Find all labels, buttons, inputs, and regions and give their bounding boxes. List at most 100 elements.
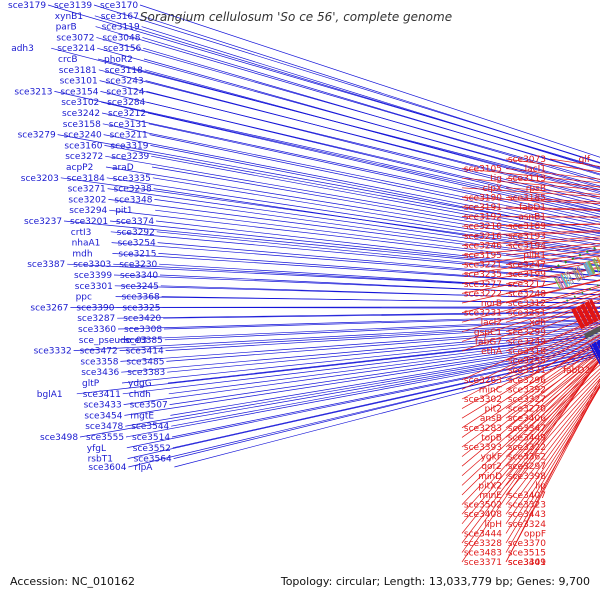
right-gene-label: xdh [529,318,546,328]
right-connector [505,368,600,457]
left-gene-label: sce3564 [134,455,172,465]
right-gene-label: sce3195 [464,251,502,261]
left-connector [109,220,600,272]
right-connector [505,350,600,419]
left-connector [60,177,600,254]
left-gene-label: sce3271 [68,185,106,195]
right-gene-label: sce3322 [508,443,546,453]
left-gene-label: sce3383 [127,368,165,378]
right-connector [505,386,600,534]
right-gene-label: sce3248 [508,289,546,299]
right-gene-label: sce3483 [464,549,502,559]
feature-tick [571,268,579,282]
feature-tick [587,261,595,275]
left-gene-label: sce3211 [110,131,148,141]
gene-block [589,299,600,321]
right-connector [461,273,600,304]
left-gene-label: sce3498 [40,433,78,443]
left-gene-label: sce3240 [64,131,102,141]
right-gene-label: sce3318 [508,347,546,357]
feature-tick [555,276,563,290]
left-gene-label: sce3201 [70,217,108,227]
right-gene-label: sce3341 [508,558,546,568]
left-connector [125,348,600,438]
left-gene-label: sce3072 [56,33,94,43]
left-connector [54,91,600,212]
left-gene-label: crcB [58,55,78,65]
left-gene-label: sce3332 [34,347,72,357]
right-gene-label: minE [479,491,502,501]
left-gene-label: sce3242 [62,109,100,119]
left-gene-label: xynB1 [55,12,83,22]
left-gene-label: yfgL [87,444,106,454]
right-gene-label: sce3371 [464,558,502,568]
right-connector [461,358,600,505]
right-connector [461,168,600,184]
right-gene-label: tig [490,174,502,184]
right-gene-label: sce3073 [508,155,546,165]
topology-stats-text: Topology: circular; Length: 13,033,779 b… [280,575,590,588]
feature-tick [588,260,596,274]
left-gene-label: sce3254 [118,239,156,249]
right-connector [505,197,600,203]
right-connector [461,353,600,477]
left-gene-label: sce3514 [132,433,170,443]
left-connector [159,263,600,291]
left-connector [164,319,600,341]
left-connector [163,312,600,319]
feature-tick [561,273,569,287]
left-gene-label: sce3348 [114,195,152,205]
right-gene-label: sce3270 [508,405,546,415]
right-connector [461,249,600,265]
gene-block [575,305,590,327]
left-connector [161,296,600,304]
left-gene-label: gltP [82,379,100,389]
right-gene-label: glf [579,155,591,165]
left-connector [104,145,600,237]
left-gene-label: ydgG [128,379,152,389]
right-gene-label: topB [481,433,502,443]
left-connector [145,80,600,200]
right-connector [461,216,600,218]
left-gene-label: sce3154 [60,87,98,97]
right-connector [505,355,600,429]
left-gene-label: sce3411 [83,390,121,400]
right-gene-label: sce3393 [464,443,502,453]
left-gene-label: sce3170 [100,1,138,11]
left-connector [107,188,600,257]
left-connector [150,145,600,235]
right-connector [505,187,600,195]
right-connector [461,359,600,515]
gene-block [591,342,600,361]
feature-tick [586,261,594,275]
right-gene-label: sce3217 [508,280,546,290]
left-connector [159,274,600,296]
right-connector [461,279,600,313]
left-gene-label: sce3212 [108,109,146,119]
left-gene-label: acpP2 [66,163,93,173]
feature-tick [557,275,565,289]
left-connector [111,242,600,282]
left-gene-label: sce3156 [103,44,141,54]
left-connector [144,69,600,194]
right-gene-label: sce3222 [464,289,502,299]
left-gene-label: sce3119 [102,23,140,33]
left-connector [141,26,600,170]
right-connector [505,299,600,333]
right-gene-label: sce3192 [464,213,502,223]
left-gene-label: sce3203 [21,174,59,184]
right-gene-label: asnB1 [518,213,546,223]
right-gene-label: sce3370 [508,539,546,549]
left-gene-label: sce3230 [119,260,157,270]
right-connector [461,333,600,419]
left-connector [151,155,600,240]
right-connector [505,168,600,180]
feature-tick [592,258,599,272]
right-connector [461,359,600,544]
right-connector [505,317,600,361]
right-gene-label: sce3302 [464,395,502,405]
left-gene-label: rsbT1 [88,455,113,465]
right-gene-label: sce3392 [508,385,546,395]
left-gene-label: sce3335 [113,174,151,184]
right-connector [461,223,600,227]
